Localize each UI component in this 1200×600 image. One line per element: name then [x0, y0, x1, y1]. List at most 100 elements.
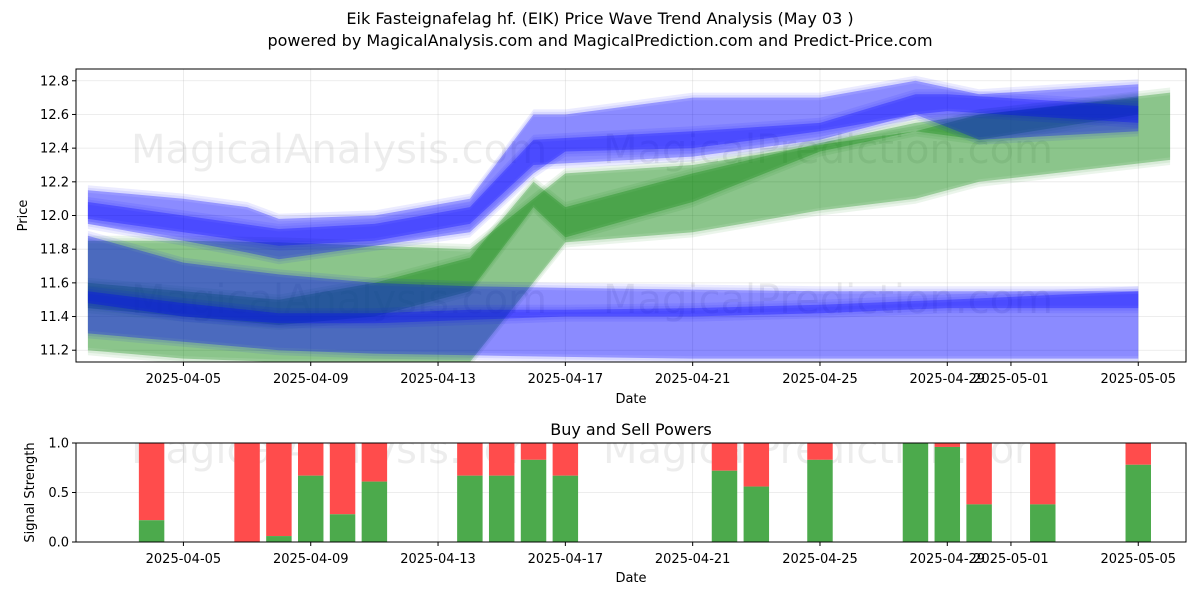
sell-bar — [234, 443, 260, 542]
y-tick-label: 12.2 — [40, 175, 69, 190]
buy-bar — [520, 459, 547, 542]
price-band-ghost — [87, 100, 1139, 323]
price-band-ghost — [87, 293, 1139, 357]
x-tick-label: 2025-05-01 — [973, 552, 1049, 567]
y-tick-label: 12.8 — [40, 74, 69, 89]
chart-title: Eik Fasteignafelag hf. (EIK) Price Wave … — [346, 9, 854, 28]
price-band-ghost — [87, 95, 1171, 360]
sell-bar — [966, 443, 992, 505]
x-tick-label: 2025-04-09 — [273, 372, 349, 387]
y-tick-label: 11.4 — [40, 310, 69, 325]
price-band-blue — [87, 235, 1139, 324]
y-tick-label: 11.8 — [40, 243, 69, 258]
price-band-blue — [87, 80, 1139, 260]
watermark-text: MagicalAnalysis.com — [131, 277, 547, 323]
buy-bar — [1125, 464, 1151, 542]
price-band-ghost — [87, 75, 1139, 265]
sell-bar — [329, 443, 356, 515]
sell-bar — [361, 443, 388, 482]
buy-bar — [266, 536, 292, 542]
x-tick-label: 2025-04-17 — [528, 372, 604, 387]
x-tick-label: 2025-04-13 — [400, 372, 476, 387]
buy-bar — [138, 520, 165, 542]
buy-bar — [298, 475, 324, 542]
sell-bar — [488, 443, 515, 476]
x-tick-label: 2025-05-05 — [1100, 552, 1176, 567]
watermark-group: MagicalAnalysis.com MagicalPrediction.com… — [131, 127, 1053, 323]
watermark-text: MagicalPrediction.com — [603, 277, 1053, 323]
price-band-ghost — [87, 96, 1139, 244]
sell-bar — [1030, 443, 1056, 505]
sell-bar — [520, 443, 547, 460]
x-tick-label: 2025-05-05 — [1100, 372, 1176, 387]
x-tick-label: 2025-04-13 — [400, 552, 476, 567]
x-axis-label: Date — [615, 392, 646, 407]
buy-bar — [361, 481, 388, 542]
watermark-text: MagicalPrediction.com — [603, 127, 1053, 173]
y-tick-label: 12.0 — [40, 209, 69, 224]
buy-bar — [488, 475, 515, 542]
price-band-ghost — [87, 89, 1139, 251]
buy-bar — [1030, 504, 1056, 542]
x-tick-label: 2025-04-17 — [528, 552, 604, 567]
bands-group — [87, 75, 1171, 362]
y-axis-label: Signal Strength — [23, 442, 38, 542]
price-band-ghost — [87, 95, 1139, 328]
buy-bar — [902, 443, 929, 542]
buy-bar — [457, 475, 483, 542]
chart-subtitle: powered by MagicalAnalysis.com and Magic… — [267, 31, 933, 50]
price-band-ghost — [87, 92, 1139, 330]
x-tick-label: 2025-05-01 — [973, 372, 1049, 387]
sell-bar — [457, 443, 483, 476]
x-axis-label: Date — [615, 571, 646, 586]
price-band-blue — [87, 291, 1139, 359]
price-band-green — [87, 92, 1171, 362]
price-band-ghost — [87, 83, 1139, 257]
price-band-blue — [87, 94, 1139, 246]
buy-bar — [743, 486, 770, 542]
y-tick-label: 12.4 — [40, 142, 69, 157]
y-tick-label: 1.0 — [48, 437, 69, 452]
price-band-ghost — [87, 78, 1139, 262]
price-band-ghost — [87, 87, 1171, 362]
buy-bar — [711, 470, 738, 542]
y-tick-label: 11.2 — [40, 344, 69, 359]
y-tick-label: 0.0 — [48, 536, 69, 551]
sell-bar — [298, 443, 324, 476]
price-band-ghost — [87, 238, 1139, 321]
sell-bar — [266, 443, 292, 537]
sell-bar — [743, 443, 770, 487]
sell-bar — [1125, 443, 1151, 465]
price-band-ghost — [87, 288, 1139, 362]
price-band-ghost — [87, 91, 1139, 249]
sell-bar — [711, 443, 738, 471]
y-tick-label: 11.6 — [40, 276, 69, 291]
x-tick-label: 2025-04-29 — [910, 552, 986, 567]
price-band-ghost — [87, 286, 1139, 362]
bar-chart-title: Buy and Sell Powers — [550, 420, 712, 439]
buy-bar — [329, 514, 356, 542]
buy-bar — [934, 446, 961, 542]
x-tick-label: 2025-04-29 — [910, 372, 986, 387]
price-band-green — [87, 97, 1139, 325]
price-wave-plot: MagicalAnalysis.com MagicalPrediction.com… — [16, 68, 1187, 407]
buy-bar — [807, 459, 833, 542]
y-axis-label: Price — [16, 200, 31, 232]
buy-bar — [552, 475, 579, 542]
x-tick-label: 2025-04-09 — [273, 552, 349, 567]
sell-bar — [807, 443, 833, 460]
sell-bar — [138, 443, 165, 521]
buy-bar — [966, 504, 992, 542]
price-band-ghost — [87, 233, 1139, 326]
price-band-ghost — [87, 230, 1139, 329]
sell-bar — [552, 443, 579, 476]
buy-sell-powers-plot: MagicalAnalysis.comMagicalPrediction.com… — [23, 420, 1187, 586]
x-tick-label: 2025-04-05 — [146, 372, 222, 387]
x-tick-label: 2025-04-25 — [782, 552, 858, 567]
y-tick-label: 12.6 — [40, 108, 69, 123]
x-tick-label: 2025-04-21 — [655, 552, 731, 567]
price-band-ghost — [87, 90, 1171, 362]
y-tick-label: 0.5 — [48, 486, 69, 501]
sell-bar — [934, 443, 961, 447]
watermark-text: MagicalAnalysis.com — [131, 127, 547, 173]
